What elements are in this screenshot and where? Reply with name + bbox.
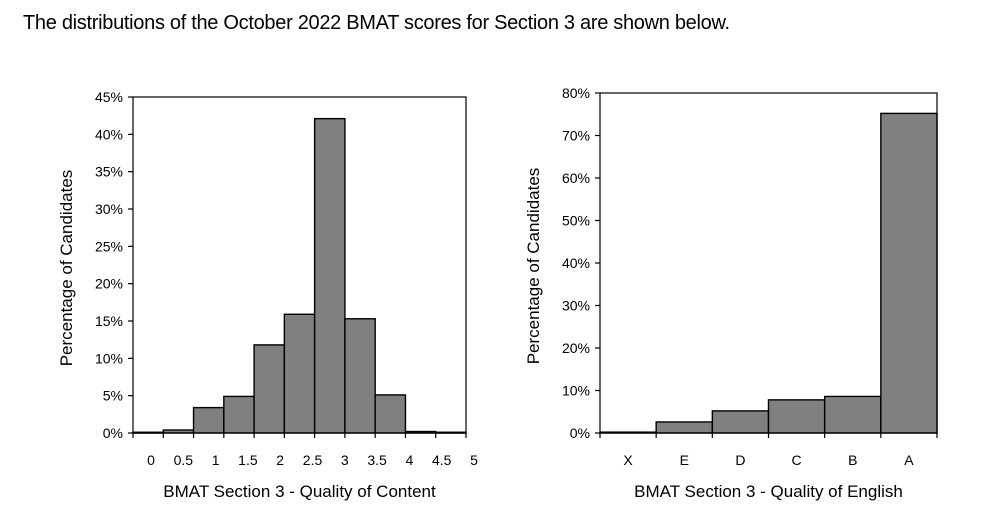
- x-tick-label: C: [792, 452, 802, 468]
- x-tick-label: 3.5: [367, 452, 387, 468]
- x-tick-label: 5: [470, 452, 478, 468]
- x-tick-label: 3: [341, 452, 349, 468]
- y-tick-label: 60%: [562, 170, 590, 186]
- bar-3.5: [344, 318, 376, 434]
- y-axis-label: Percentage of Candidates: [57, 170, 76, 367]
- bar-D: [711, 410, 770, 434]
- bar-E: [655, 421, 714, 434]
- y-tick-label: 70%: [562, 128, 590, 144]
- y-tick-label: 0%: [570, 425, 590, 441]
- y-axis-label: Percentage of Candidates: [524, 168, 543, 365]
- bar-B: [823, 395, 882, 434]
- x-tick-label: 4: [406, 452, 414, 468]
- y-tick-label: 30%: [95, 201, 123, 217]
- y-tick-label: 80%: [562, 85, 590, 101]
- bar-A: [880, 112, 938, 434]
- y-tick-label: 10%: [562, 383, 590, 399]
- x-tick-label: 2.5: [303, 452, 323, 468]
- x-tick-label: X: [623, 452, 633, 468]
- x-tick-label: 2: [276, 452, 284, 468]
- y-tick-label: 40%: [95, 126, 123, 142]
- x-axis-label: BMAT Section 3 - Quality of Content: [163, 482, 436, 501]
- y-tick-label: 20%: [95, 276, 123, 292]
- bar-1.5: [223, 395, 255, 434]
- x-tick-label: 1.5: [238, 452, 258, 468]
- x-tick-label: 4.5: [432, 452, 452, 468]
- bar-4: [374, 394, 407, 434]
- plot-frame: [132, 96, 467, 434]
- x-tick-label: 0.5: [174, 452, 194, 468]
- y-tick-label: 10%: [95, 350, 123, 366]
- y-tick-label: 30%: [562, 298, 590, 314]
- y-tick-label: 40%: [562, 255, 590, 271]
- x-axis-label: BMAT Section 3 - Quality of English: [634, 482, 903, 501]
- x-tick-label: 0: [147, 452, 155, 468]
- y-tick-label: 0%: [103, 425, 123, 441]
- x-tick-label: 1: [212, 452, 220, 468]
- y-tick-label: 25%: [95, 238, 123, 254]
- y-tick-label: 35%: [95, 164, 123, 180]
- x-tick-label: E: [680, 452, 689, 468]
- x-tick-label: A: [904, 452, 914, 468]
- page-title: The distributions of the October 2022 BM…: [23, 12, 730, 34]
- y-tick-label: 20%: [562, 340, 590, 356]
- bar-3: [313, 117, 346, 434]
- bar-1: [192, 406, 225, 434]
- y-tick-label: 50%: [562, 213, 590, 229]
- bar-2: [253, 344, 286, 434]
- y-tick-label: 15%: [95, 313, 123, 329]
- x-tick-label: B: [848, 452, 857, 468]
- bar-2.5: [283, 313, 316, 434]
- x-tick-label: D: [735, 452, 745, 468]
- y-tick-label: 45%: [95, 89, 123, 105]
- bar-C: [767, 399, 826, 434]
- y-tick-label: 5%: [103, 388, 123, 404]
